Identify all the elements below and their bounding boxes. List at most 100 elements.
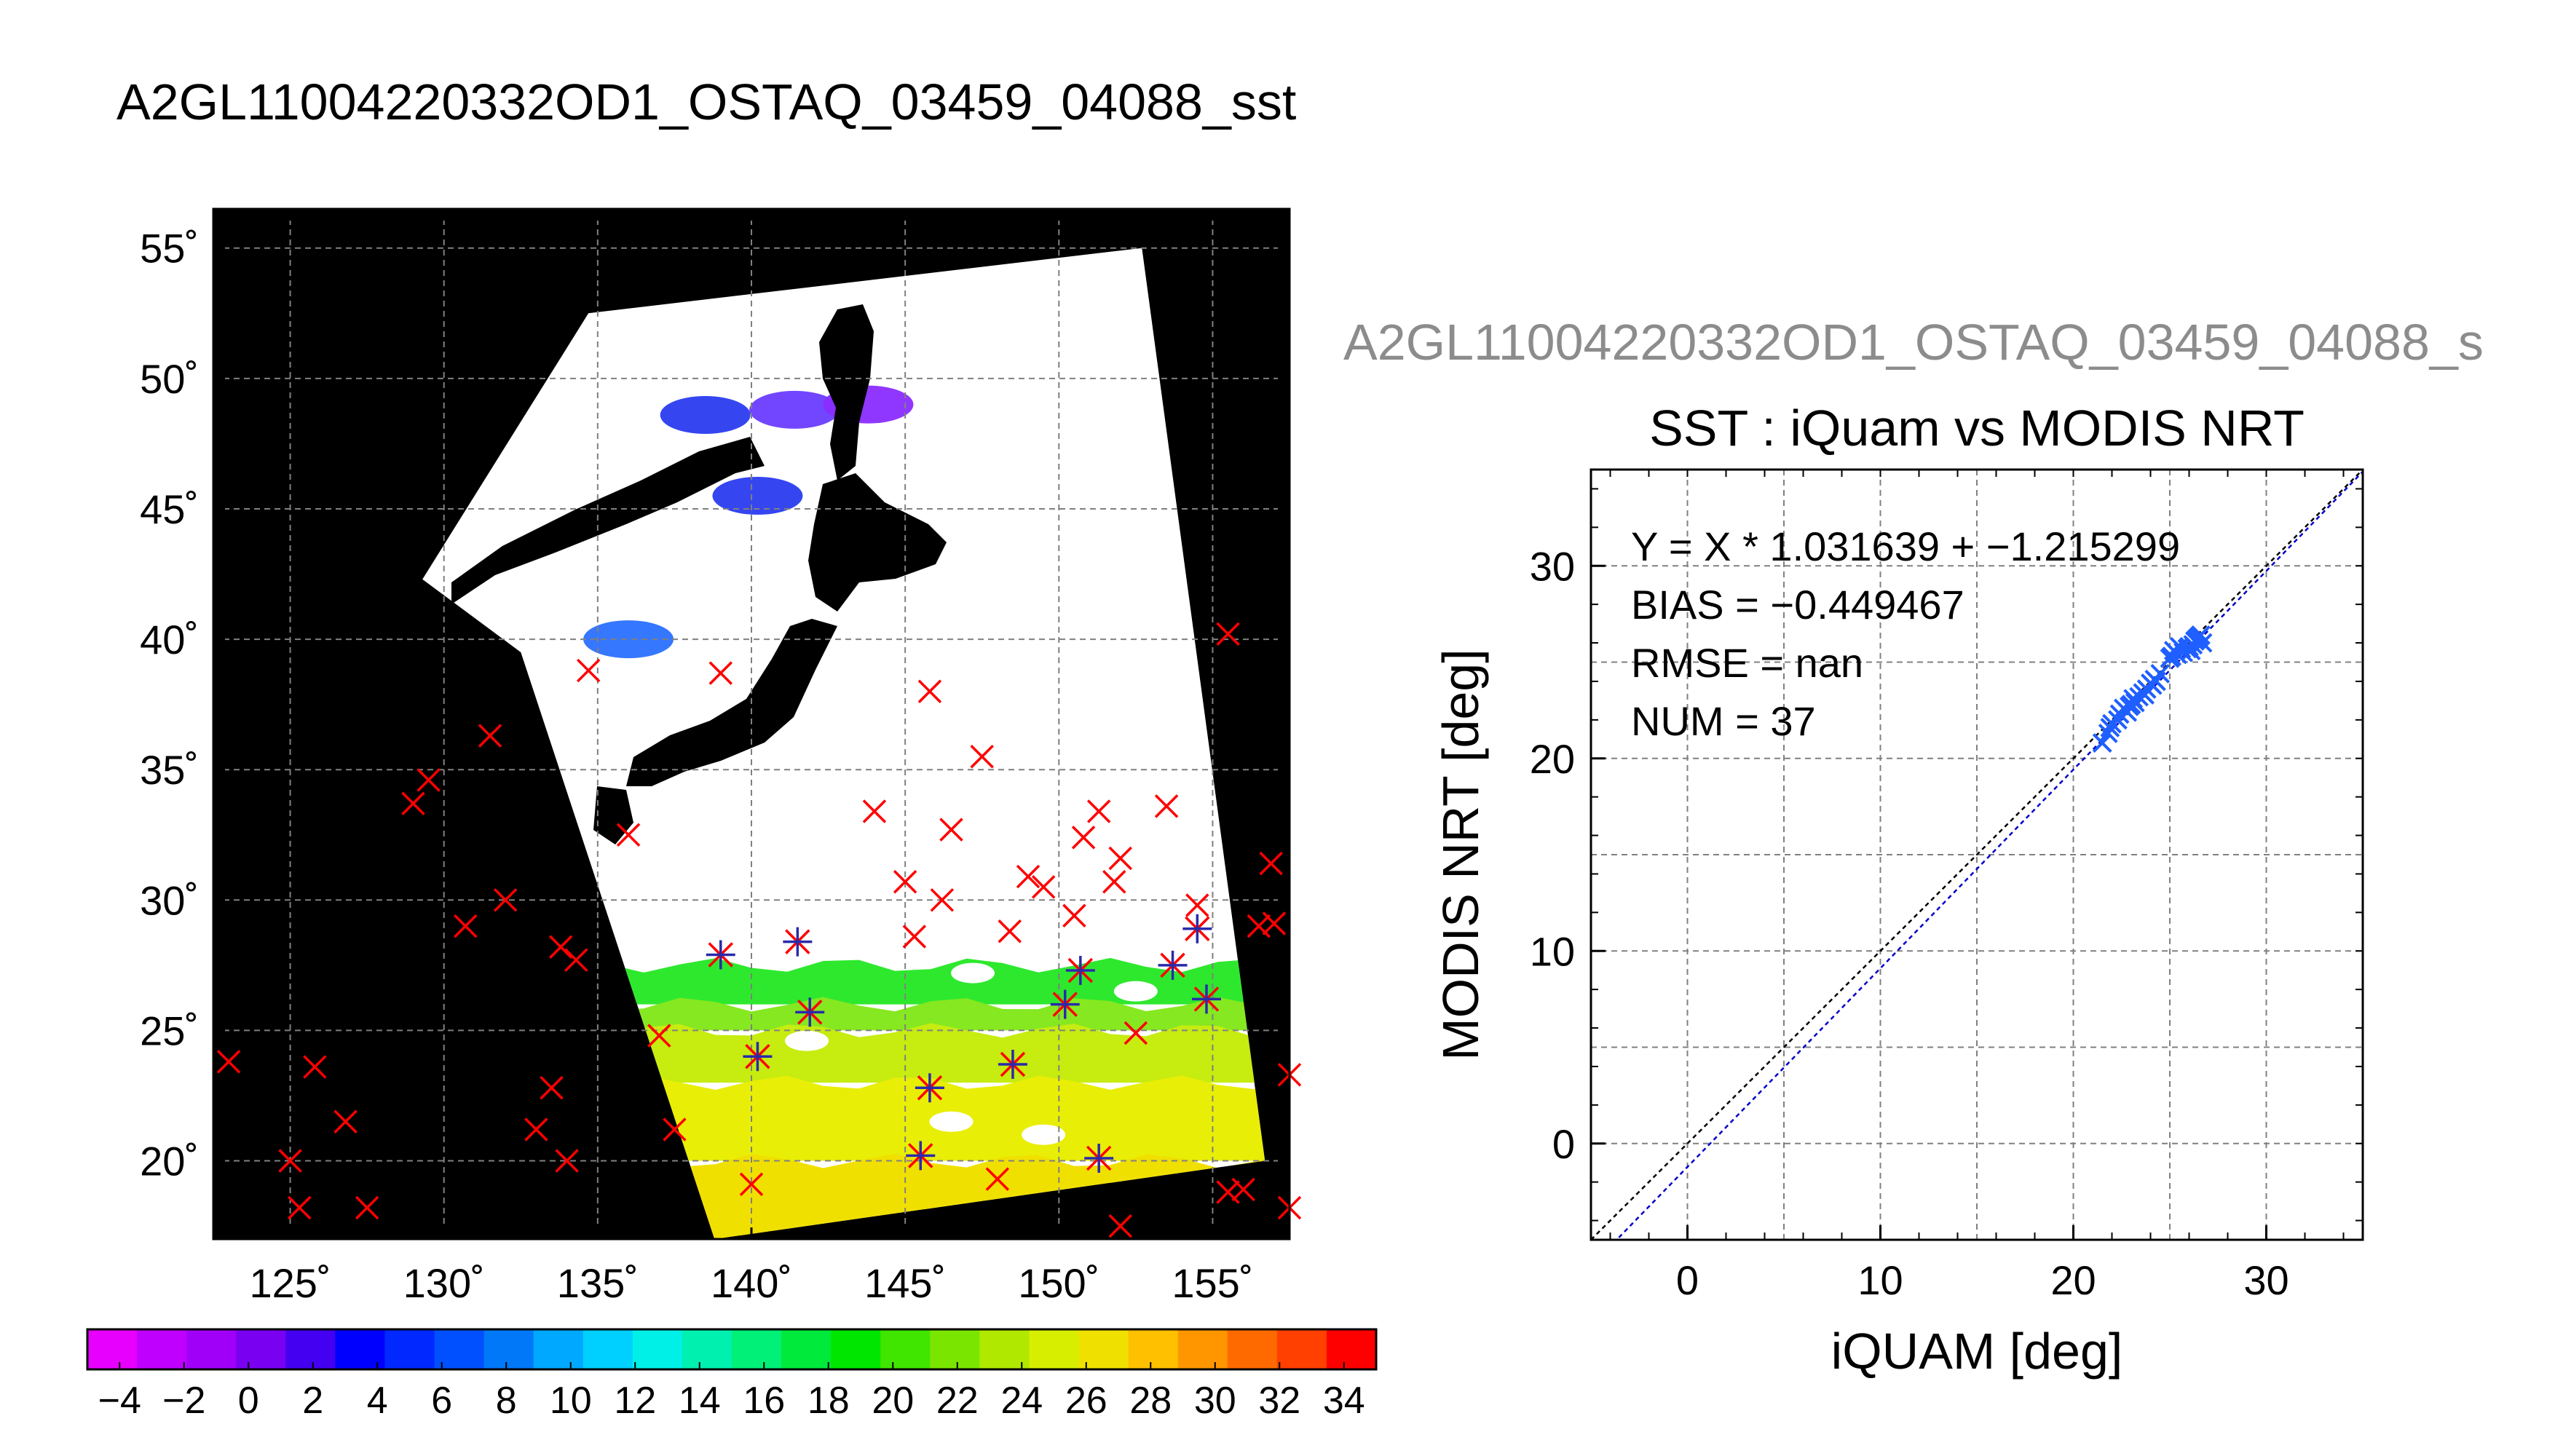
iquam-marker — [1259, 851, 1283, 876]
scatter-x-tick-label: 20 — [2050, 1257, 2096, 1303]
identity-line — [1591, 470, 2363, 1240]
iquam-marker — [355, 1195, 379, 1220]
iquam-marker — [616, 823, 641, 847]
colorbar-tick-label: 30 — [1194, 1380, 1236, 1422]
colorbar-tick-label: 22 — [936, 1380, 979, 1422]
map-x-tick-label: 125˚ — [250, 1260, 331, 1306]
scatter-stat-line: RMSE = nan — [1631, 640, 1863, 686]
scatter-stat-line: NUM = 37 — [1631, 698, 1816, 744]
land-masses — [451, 304, 947, 844]
map-y-tick-label: 40˚ — [140, 617, 199, 662]
map-x-tick-label: 145˚ — [864, 1260, 946, 1306]
iquam-marker — [998, 919, 1022, 943]
scatter-ticks: 0 10 20 30 0 10 20 30 — [1530, 470, 2363, 1303]
matchup-marker-plus — [743, 1042, 773, 1072]
scatter-grid — [1591, 470, 2363, 1240]
matchup-marker-plus — [1182, 914, 1212, 943]
iquam-marker — [555, 1149, 579, 1173]
cloud-fleck — [785, 1030, 829, 1051]
matchup-marker-plus — [998, 1049, 1027, 1079]
iquam-marker — [401, 791, 425, 815]
colorbar-tick-label: 24 — [1000, 1380, 1043, 1422]
colorbar-tick-label: 0 — [238, 1380, 259, 1422]
iquam-marker — [1016, 864, 1040, 889]
scatter-x-tick-label: 30 — [2243, 1257, 2289, 1303]
iquam-marker — [1124, 1021, 1148, 1045]
hokkaido-island — [808, 473, 947, 612]
matchup-points — [706, 914, 1221, 1173]
iquam-marker — [416, 768, 441, 792]
colorbar-swatch — [186, 1329, 237, 1369]
iquam-marker — [1071, 826, 1096, 850]
colorbar-swatch — [1078, 1329, 1129, 1369]
colorbar-tick-label: 34 — [1323, 1380, 1365, 1422]
colorbar-tick-label: 2 — [302, 1380, 323, 1422]
regression-line — [1615, 470, 2363, 1240]
matchup-marker-plus — [1191, 984, 1221, 1014]
scatter-stat-line: Y = X * 1.031639 + −1.215299 — [1631, 523, 2180, 569]
scatter-point — [2100, 718, 2120, 737]
iquam-marker — [524, 1117, 548, 1142]
scatter-y-tick-label: 0 — [1552, 1121, 1575, 1167]
matchup-marker-plus — [1065, 956, 1095, 986]
iquam-marker — [216, 1050, 241, 1074]
map-axis-ticks: 125˚ 130˚ 135˚ 140˚ 145˚ 150˚ 155˚ 20˚ 25˚ 30˚ 35˚… — [140, 209, 1290, 1306]
cloud-fleck — [951, 962, 995, 984]
colorbar-swatch — [583, 1329, 633, 1369]
scatter-points — [2092, 625, 2213, 753]
map-y-tick-label: 20˚ — [140, 1139, 199, 1184]
matchup-marker-plus — [1084, 1143, 1114, 1173]
colorbar-swatch — [87, 1329, 138, 1369]
iquam-marker — [739, 1172, 764, 1197]
colorbar-tick-label: 8 — [496, 1380, 517, 1422]
scatter-y-axis-label: MODIS NRT [deg] — [1432, 649, 1489, 1060]
colorbar-swatch — [831, 1329, 881, 1369]
sst-map: 125˚ 130˚ 135˚ 140˚ 145˚ 150˚ 155˚ 20˚ 25˚ 30˚ 35˚… — [140, 207, 1302, 1306]
colorbar-swatch — [1227, 1329, 1278, 1369]
iquam-marker — [1216, 622, 1240, 646]
colorbar-swatch — [682, 1329, 732, 1369]
iquam-marker — [333, 1109, 358, 1134]
iquam-marker — [1031, 875, 1056, 899]
colorbar-tick-label: 16 — [743, 1380, 785, 1422]
matchup-marker-plus — [783, 927, 813, 957]
sakhalin-island — [819, 304, 874, 480]
colorbar-swatch — [632, 1329, 683, 1369]
scatter-y-tick-label: 10 — [1530, 928, 1575, 974]
iquam-marker — [708, 661, 733, 685]
matchup-marker-plus — [1158, 950, 1188, 980]
iquam-marker — [1108, 846, 1132, 871]
scatter-y-tick-label: 30 — [1530, 543, 1575, 589]
colorbar-swatch — [930, 1329, 980, 1369]
scatter-title: SST : iQuam vs MODIS NRT — [1649, 400, 2305, 456]
colorbar: −4 −2 0 2 4 6 8 10 12 14 16 18 20 22 24 26 28 30 32 34 — [86, 1328, 1378, 1422]
colorbar-swatch — [880, 1329, 931, 1369]
colorbar-swatch — [1276, 1329, 1327, 1369]
iquam-marker — [564, 948, 588, 972]
korea-coast — [451, 437, 765, 604]
main-title: A2GL11004220332OD1_OSTAQ_03459_04088_sst — [117, 74, 1297, 130]
iquam-marker — [862, 799, 887, 823]
colorbar-swatch — [236, 1329, 286, 1369]
iquam-marker — [939, 818, 963, 842]
iquam-marker — [576, 658, 601, 683]
scatter-file-title: A2GL11004220332OD1_OSTAQ_03459_04088_s — [1343, 314, 2484, 371]
iquam-marker — [917, 679, 942, 703]
iquam-marker — [930, 888, 955, 912]
map-y-tick-label: 25˚ — [140, 1008, 199, 1053]
colorbar-swatch — [781, 1329, 832, 1369]
colorbar-tick-label: 6 — [431, 1380, 452, 1422]
scatter-point — [2142, 675, 2163, 695]
colorbar-swatch — [1177, 1329, 1228, 1369]
cloud-fleck — [1022, 1124, 1066, 1145]
iquam-marker — [1108, 1214, 1132, 1238]
iquam-marker — [454, 914, 478, 938]
iquam-marker — [288, 1195, 312, 1220]
iquam-marker — [663, 1117, 687, 1142]
iquam-marker — [493, 888, 518, 912]
scatter-point — [2187, 629, 2207, 649]
iquam-marker — [985, 1167, 1010, 1191]
scatter-x-axis-label: iQUAM [deg] — [1831, 1323, 2123, 1380]
map-y-tick-label: 35˚ — [140, 747, 199, 793]
